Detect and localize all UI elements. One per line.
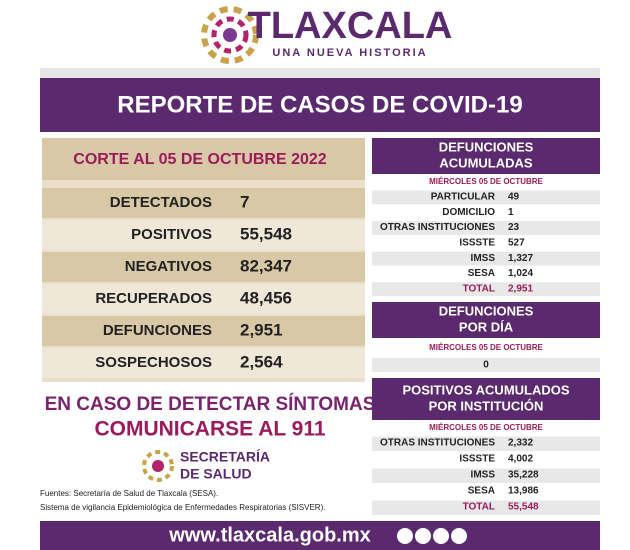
panel-row <box>372 205 600 220</box>
logo <box>201 6 259 64</box>
source: Fuentes: Secretaría de Salud de Tlaxcala… <box>40 489 218 498</box>
row-label: PARTICULAR <box>431 192 496 203</box>
row-value: 2,951 <box>508 283 533 294</box>
row-value: 1,327 <box>508 253 533 264</box>
row-label: TOTAL <box>463 283 495 294</box>
panel-title: POR INSTITUCIÓN <box>429 398 544 413</box>
panel-row <box>372 500 600 515</box>
summary-label: RECUPERADOS <box>95 290 212 307</box>
url: www.tlaxcala.gob.mx <box>168 524 371 546</box>
summary-row <box>42 252 365 282</box>
agency: DE SALUD <box>180 466 252 482</box>
row-label: DOMICILIO <box>442 207 495 218</box>
summary-value: 82,347 <box>240 256 292 275</box>
panel-row <box>372 468 600 483</box>
row-label: IMSS <box>471 470 496 481</box>
summary-value: 48,456 <box>240 288 292 307</box>
panel-title: POR DÍA <box>459 319 514 334</box>
panel-date: MIÉRCOLES 05 DE OCTUBRE <box>429 343 543 352</box>
summary-label: DETECTADOS <box>110 194 212 211</box>
summary-head <box>42 138 365 180</box>
panel-row <box>372 267 600 281</box>
notice: COMUNICARSE AL 911 <box>94 418 325 441</box>
row-value: 55,548 <box>508 502 539 513</box>
notice: EN CASO DE DETECTAR SÍNTOMAS <box>45 393 376 415</box>
panel-row <box>372 452 600 467</box>
row-value: 35,228 <box>508 470 539 481</box>
panel-row <box>372 236 600 251</box>
panel-row <box>372 436 600 451</box>
banner <box>40 78 600 132</box>
footer <box>40 521 600 550</box>
row-value: 2,332 <box>508 438 533 449</box>
agency: SECRETARÍA <box>180 449 270 465</box>
summary-value: 2,564 <box>240 352 283 371</box>
banner-text: REPORTE DE CASOS DE COVID-19 <box>117 91 522 118</box>
row-label: SESA <box>468 268 495 279</box>
panel-title: DEFUNCIONES <box>439 303 534 318</box>
panel-row <box>372 484 600 499</box>
panel-title: ACUMULADAS <box>439 155 532 170</box>
social-icons <box>397 528 467 544</box>
row-value: 13,986 <box>508 486 539 497</box>
summary-value: 7 <box>240 192 249 211</box>
summary-label: DEFUNCIONES <box>103 322 212 339</box>
panel-row <box>372 221 600 235</box>
title: TLAXCALA <box>248 5 453 47</box>
row-value: 1 <box>508 207 514 218</box>
row-value: 527 <box>508 238 525 249</box>
panel-title: POSITIVOS ACUMULADOS <box>402 382 569 397</box>
panel-head <box>372 378 600 420</box>
panel-row <box>372 282 600 297</box>
row-label: ISSSTE <box>459 238 495 249</box>
panel-row <box>372 358 600 372</box>
summary-label: NEGATIVOS <box>125 258 212 275</box>
subtitle: UNA NUEVA HISTORIA <box>272 47 427 59</box>
panel-row <box>372 251 600 266</box>
row-label: SESA <box>468 486 495 497</box>
row-value: 49 <box>508 192 520 203</box>
panel-head <box>372 138 600 174</box>
summary-value: 55,548 <box>240 224 292 243</box>
agency-logo <box>142 450 174 482</box>
source: Sistema de vigilancia Epidemiológica de … <box>40 503 325 512</box>
summary-value: 2,951 <box>240 320 283 339</box>
summary-row <box>42 316 365 346</box>
row-value: 23 <box>508 222 520 233</box>
row-value: 0 <box>483 360 489 371</box>
panel-date: MIÉRCOLES 05 DE OCTUBRE <box>429 177 543 186</box>
row-label: ISSSTE <box>459 454 495 465</box>
summary-title: CORTE AL 05 DE OCTUBRE 2022 <box>73 151 327 168</box>
row-value: 4,002 <box>508 454 533 465</box>
panel-title: DEFUNCIONES <box>439 139 534 154</box>
summary-row <box>42 188 365 218</box>
stripe <box>40 68 600 78</box>
row-label: TOTAL <box>463 502 495 513</box>
panel-date: MIÉRCOLES 05 DE OCTUBRE <box>429 423 543 432</box>
summary-label: POSITIVOS <box>131 226 212 243</box>
panel-head <box>372 302 600 338</box>
summary-label: SOSPECHOSOS <box>95 354 212 371</box>
row-label: OTRAS INSTITUCIONES <box>380 438 495 449</box>
row-label: OTRAS INSTITUCIONES <box>380 222 495 233</box>
panel-row <box>372 190 600 205</box>
summary-row <box>42 284 365 314</box>
row-label: IMSS <box>471 253 496 264</box>
row-value: 1,024 <box>508 268 533 279</box>
summary-row <box>42 220 365 250</box>
summary-row <box>42 348 365 378</box>
